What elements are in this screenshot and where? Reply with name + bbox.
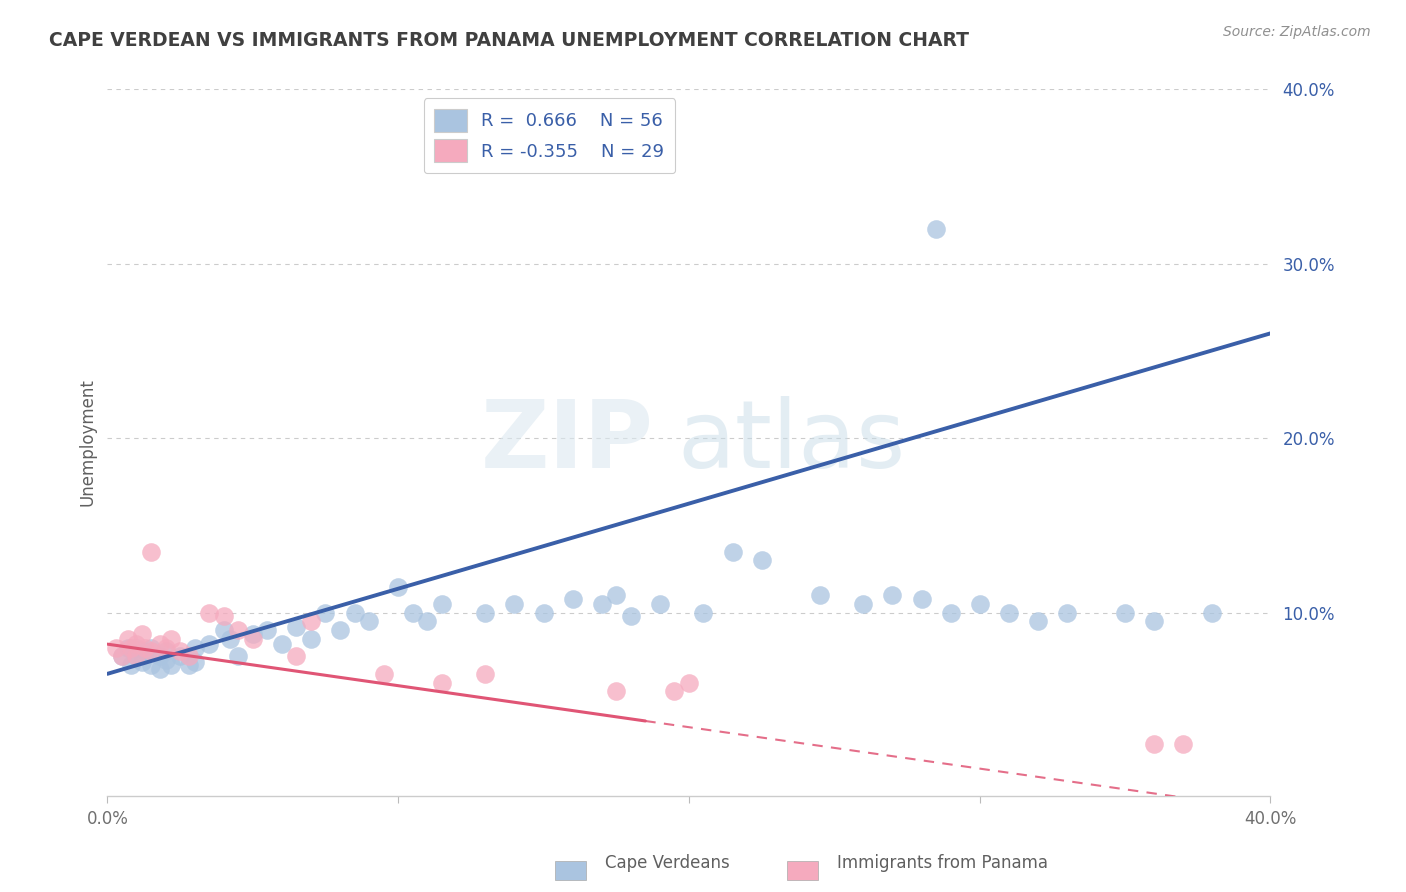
Point	[430, 675, 453, 690]
Point	[808, 588, 831, 602]
Text: Source: ZipAtlas.com: Source: ZipAtlas.com	[1223, 25, 1371, 39]
Point	[134, 644, 156, 658]
Y-axis label: Unemployment: Unemployment	[79, 378, 96, 507]
Point	[299, 632, 322, 646]
Point	[177, 658, 200, 673]
Point	[1143, 615, 1166, 629]
Text: Cape Verdeans: Cape Verdeans	[605, 855, 730, 872]
Point	[416, 615, 439, 629]
Point	[117, 640, 139, 655]
Point	[125, 637, 148, 651]
Point	[155, 640, 177, 655]
Point	[111, 649, 134, 664]
Point	[721, 544, 744, 558]
Point	[256, 623, 278, 637]
Point	[1026, 615, 1049, 629]
Point	[474, 606, 496, 620]
Point	[664, 684, 686, 698]
Point	[270, 637, 292, 651]
Point	[183, 640, 205, 655]
Point	[1114, 606, 1136, 620]
Point	[357, 615, 380, 629]
Point	[226, 649, 249, 664]
Point	[591, 597, 613, 611]
Point	[139, 658, 162, 673]
Legend: R =  0.666    N = 56, R = -0.355    N = 29: R = 0.666 N = 56, R = -0.355 N = 29	[423, 98, 675, 173]
Point	[605, 588, 627, 602]
Point	[125, 649, 148, 664]
Point	[882, 588, 904, 602]
Point	[751, 553, 773, 567]
Point	[343, 606, 366, 620]
Point	[242, 632, 264, 646]
Text: ZIP: ZIP	[481, 396, 654, 489]
Point	[314, 606, 336, 620]
Point	[160, 658, 183, 673]
Point	[910, 591, 932, 606]
Point	[218, 632, 240, 646]
Point	[925, 221, 948, 235]
Point	[997, 606, 1019, 620]
Point	[169, 649, 191, 664]
Point	[149, 649, 172, 664]
Point	[139, 644, 162, 658]
Point	[939, 606, 962, 620]
Point	[198, 606, 221, 620]
Point	[605, 684, 627, 698]
Point	[503, 597, 526, 611]
Point	[105, 640, 128, 655]
Point	[177, 649, 200, 664]
Point	[387, 580, 409, 594]
Point	[160, 632, 183, 646]
Text: Immigrants from Panama: Immigrants from Panama	[837, 855, 1047, 872]
Point	[117, 632, 139, 646]
Point	[139, 544, 162, 558]
Point	[1201, 606, 1223, 620]
Point	[329, 623, 352, 637]
Text: atlas: atlas	[678, 396, 905, 489]
Point	[285, 649, 308, 664]
Point	[169, 644, 191, 658]
Point	[242, 626, 264, 640]
Point	[648, 597, 671, 611]
Point	[149, 662, 172, 676]
Point	[1143, 737, 1166, 751]
Point	[131, 655, 153, 669]
Point	[120, 640, 142, 655]
Point	[111, 649, 134, 664]
Point	[692, 606, 714, 620]
Point	[149, 637, 172, 651]
Point	[620, 609, 643, 624]
Point	[285, 620, 308, 634]
Point	[131, 626, 153, 640]
Point	[1173, 737, 1195, 751]
Point	[212, 623, 235, 637]
Point	[198, 637, 221, 651]
Point	[299, 615, 322, 629]
Point	[125, 649, 148, 664]
Point	[969, 597, 991, 611]
Point	[155, 644, 177, 658]
Point	[134, 640, 156, 655]
Point	[373, 666, 395, 681]
Point	[120, 658, 142, 673]
Point	[125, 640, 148, 655]
Point	[183, 655, 205, 669]
Point	[430, 597, 453, 611]
Point	[678, 675, 700, 690]
Point	[533, 606, 555, 620]
Point	[852, 597, 875, 611]
Point	[402, 606, 425, 620]
Point	[212, 609, 235, 624]
Point	[139, 640, 162, 655]
Point	[1056, 606, 1078, 620]
Point	[474, 666, 496, 681]
Text: CAPE VERDEAN VS IMMIGRANTS FROM PANAMA UNEMPLOYMENT CORRELATION CHART: CAPE VERDEAN VS IMMIGRANTS FROM PANAMA U…	[49, 31, 969, 50]
Point	[155, 653, 177, 667]
Point	[561, 591, 583, 606]
Point	[226, 623, 249, 637]
